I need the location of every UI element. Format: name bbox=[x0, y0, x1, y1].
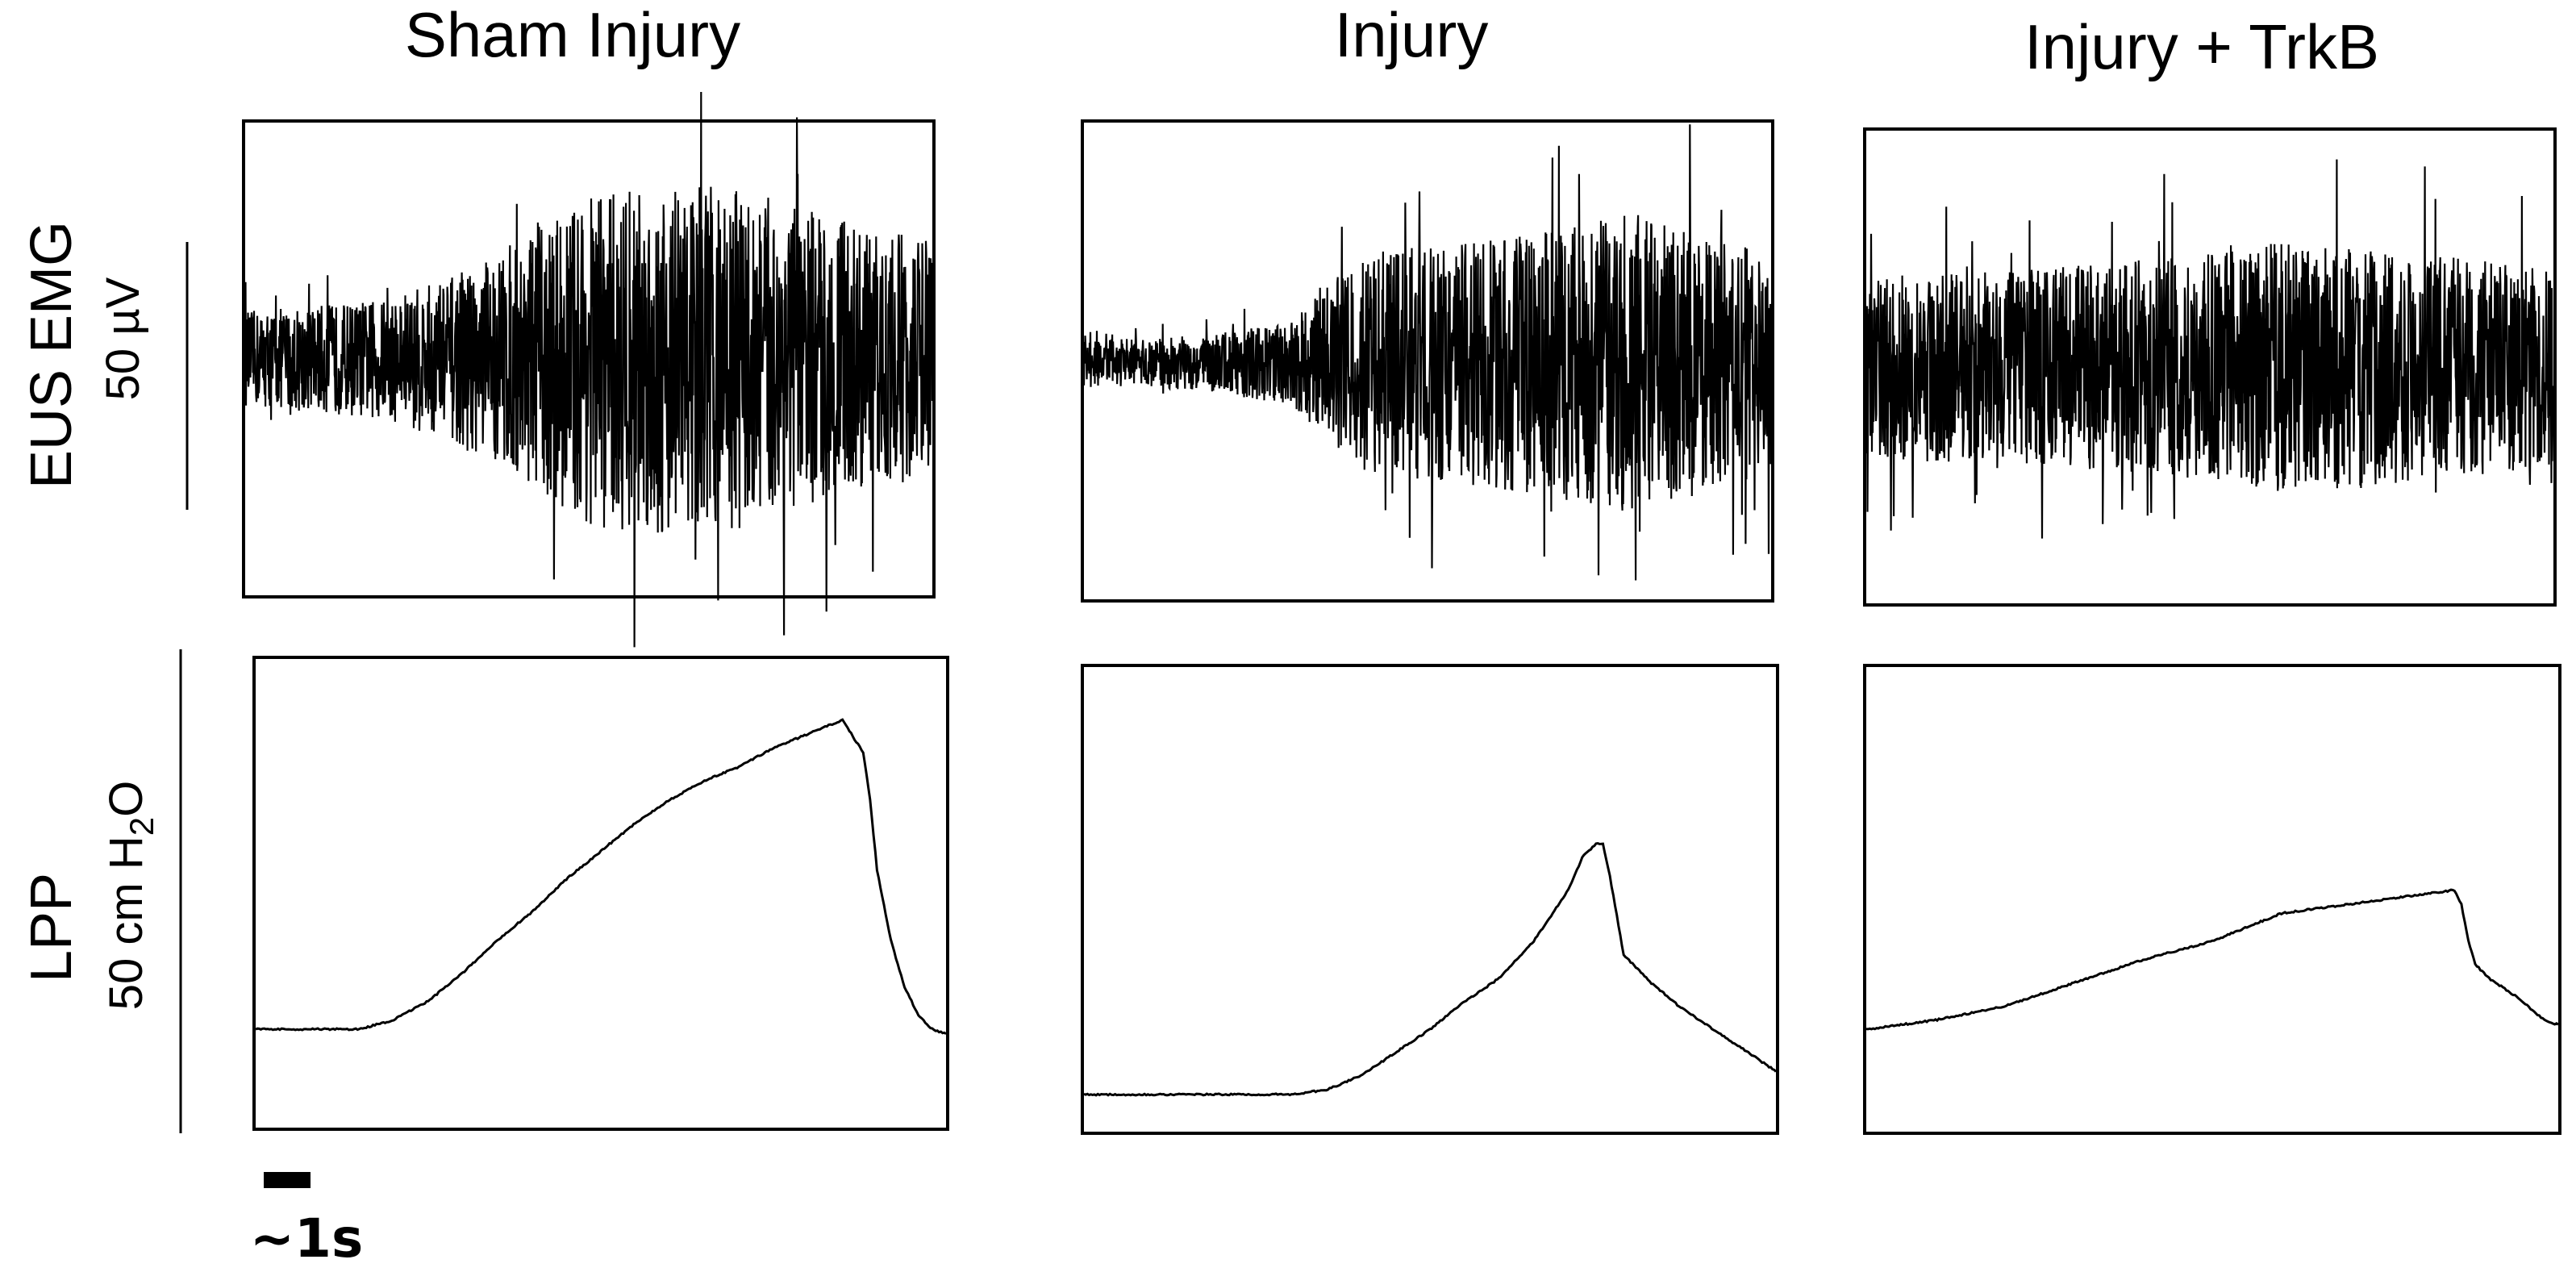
lpp-trace-injury bbox=[1083, 841, 1778, 1097]
emg-trace-trkb bbox=[1865, 159, 2555, 539]
emg-scale-label: 50 µV bbox=[97, 277, 149, 400]
emg-trace-sham bbox=[244, 91, 934, 648]
panel-frame-lpp-sham bbox=[252, 656, 949, 1131]
time-scale-label: ~1s bbox=[250, 1207, 364, 1270]
panel-frame-emg-trkb bbox=[1863, 127, 2557, 607]
lpp-scale-label-suffix: O bbox=[100, 781, 152, 817]
lpp-scale-label-prefix: 50 cm H bbox=[100, 836, 152, 1010]
title-injury: Injury bbox=[1335, 0, 1489, 70]
title-injury-trkb: Injury + TrkB bbox=[2024, 11, 2379, 82]
panel-frame-emg-injury bbox=[1081, 119, 1774, 603]
lpp-trace-sham bbox=[255, 718, 947, 1035]
lpp-trace-trkb bbox=[1865, 888, 2559, 1031]
lpp-scale-label-subscript: 2 bbox=[123, 817, 160, 836]
panel-frame-emg-sham bbox=[242, 119, 936, 598]
row-label-lpp: LPP bbox=[19, 873, 84, 982]
time-scale-bar bbox=[264, 1172, 311, 1188]
title-sham-injury: Sham Injury bbox=[405, 0, 740, 70]
emg-trace-injury bbox=[1082, 124, 1773, 581]
row-label-eus-emg: EUS EMG bbox=[19, 221, 84, 489]
panel-frame-lpp-trkb bbox=[1863, 664, 2561, 1135]
panel-frame-lpp-injury bbox=[1081, 664, 1779, 1135]
lpp-scale-label: 50 cm H2O bbox=[100, 781, 160, 1010]
